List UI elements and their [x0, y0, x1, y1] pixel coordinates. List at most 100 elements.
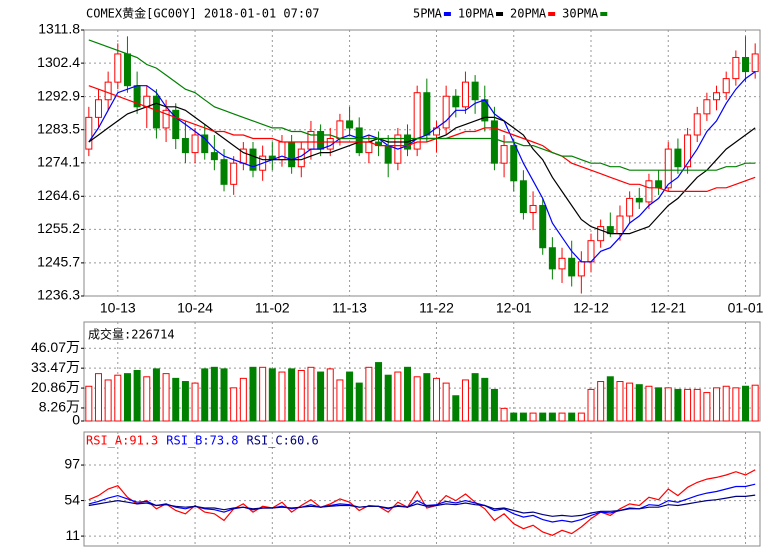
y-tick-label: 0 [72, 412, 80, 428]
candle-body [597, 226, 605, 242]
volume-bar [423, 373, 431, 422]
volume-bar [432, 377, 440, 422]
legend-swatch [548, 12, 556, 16]
line [88, 469, 756, 536]
volume-bar [606, 376, 614, 422]
x-tick-label: 01-01 [728, 300, 764, 316]
line [88, 85, 756, 192]
volume-bar [191, 382, 199, 422]
line [88, 39, 756, 171]
volume-bar [674, 388, 682, 422]
candle-body [684, 134, 692, 168]
candle-body [114, 53, 122, 83]
candle-body [461, 81, 469, 108]
volume-bar [152, 368, 160, 422]
y-tick-label: 1311.8 [38, 21, 80, 37]
legend-label: 20PMA [510, 7, 547, 21]
y-tick-label: 1283.5 [37, 120, 80, 136]
candle-body [674, 148, 682, 168]
y-tick-label: 11 [65, 527, 80, 543]
x-tick-label: 12-01 [496, 300, 532, 316]
candle-body [181, 138, 189, 154]
volume-bar [703, 392, 711, 422]
candle-body [346, 120, 354, 129]
volume-bar [577, 412, 585, 422]
volume-bar [288, 368, 296, 422]
volume-bar [162, 373, 170, 422]
legend-swatch [600, 12, 608, 16]
y-tick-label: 1236.3 [37, 287, 80, 303]
candle-body [249, 148, 257, 171]
candle-body [490, 120, 498, 164]
volume-bar [85, 385, 93, 422]
candle-body [230, 162, 238, 185]
line [88, 71, 756, 263]
volume-panel [83, 321, 761, 422]
volume-bar [123, 373, 131, 422]
volume-bar [181, 381, 189, 422]
x-tick-label: 10-13 [100, 300, 136, 316]
y-tick-label: 46.07万 [31, 339, 80, 355]
x-tick-label: 11-13 [332, 300, 367, 316]
candle-body [529, 204, 537, 214]
volume-bar [375, 362, 383, 422]
candle-body [452, 95, 460, 108]
volume-bar [133, 369, 141, 422]
volume-bar [114, 374, 122, 422]
volume-title: 成交量:226714 [88, 327, 175, 342]
candle-body [355, 127, 363, 154]
volume-bar [597, 381, 605, 422]
volume-bar [471, 373, 479, 422]
legend-swatch [443, 12, 451, 16]
legend-label: 5PMA [413, 7, 443, 21]
rsi-panel [83, 431, 761, 547]
line [88, 102, 756, 235]
candle-body [722, 78, 730, 94]
volume-bar [645, 385, 653, 422]
candle-body [713, 92, 721, 101]
volume-bar [693, 388, 701, 422]
volume-bar [404, 366, 412, 422]
candle-body [732, 56, 740, 80]
volume-bar [529, 412, 537, 422]
y-tick-label: 1274.1 [37, 154, 80, 170]
candle-body [519, 180, 527, 214]
candle-body [423, 92, 431, 136]
volume-bar [268, 368, 276, 422]
candle-body [558, 257, 566, 270]
candle-body [568, 257, 576, 277]
volume-bar [384, 374, 392, 422]
volume-bar [461, 379, 469, 422]
candle-body [635, 197, 643, 203]
volume-bar [587, 388, 595, 422]
candle-body [742, 56, 750, 73]
y-tick-label: 1264.6 [37, 187, 80, 203]
candle-body [703, 99, 711, 115]
volume-bar [539, 412, 547, 422]
volume-bar [500, 407, 508, 422]
candle-body [645, 180, 653, 203]
y-tick-label: 1292.9 [37, 87, 80, 103]
y-tick-label: 33.47万 [31, 359, 80, 375]
candle-body [751, 53, 759, 73]
y-tick-label: 97 [64, 456, 80, 472]
volume-bar [143, 376, 151, 422]
volume-bar [307, 366, 315, 422]
line [88, 494, 756, 517]
candle-body [626, 197, 634, 217]
candle-body [548, 247, 556, 270]
legend-swatch [496, 12, 504, 16]
candle-body [693, 113, 701, 136]
line [88, 483, 756, 523]
candle-body [365, 141, 373, 154]
candle-body [442, 95, 450, 129]
candle-body [384, 145, 392, 164]
volume-bar [201, 368, 209, 422]
candle-body [104, 81, 112, 101]
volume-bar [278, 371, 286, 422]
candle-body [413, 92, 421, 150]
candle-body [288, 141, 296, 168]
x-tick-label: 12-21 [650, 300, 686, 316]
candle-body [664, 148, 672, 189]
